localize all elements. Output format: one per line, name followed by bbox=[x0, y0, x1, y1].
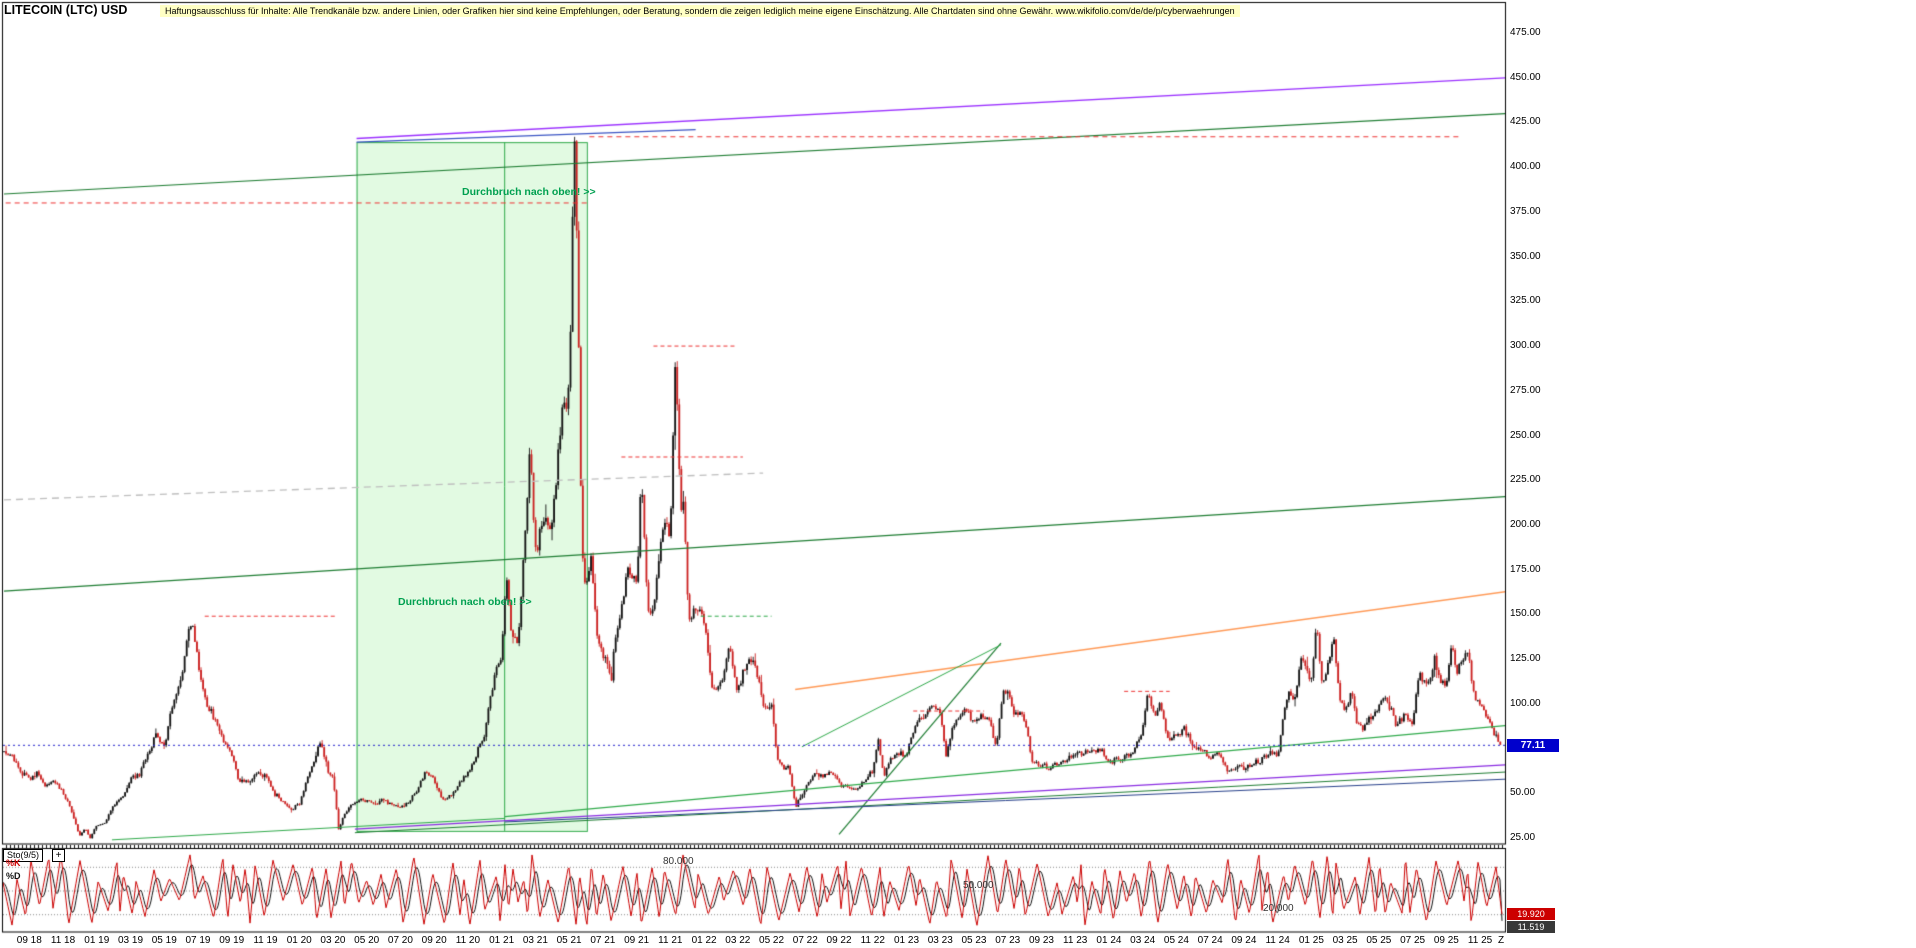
indicator-name-box[interactable]: Sto(9/5) bbox=[3, 849, 44, 862]
indicator-add-button[interactable]: + bbox=[52, 849, 65, 862]
